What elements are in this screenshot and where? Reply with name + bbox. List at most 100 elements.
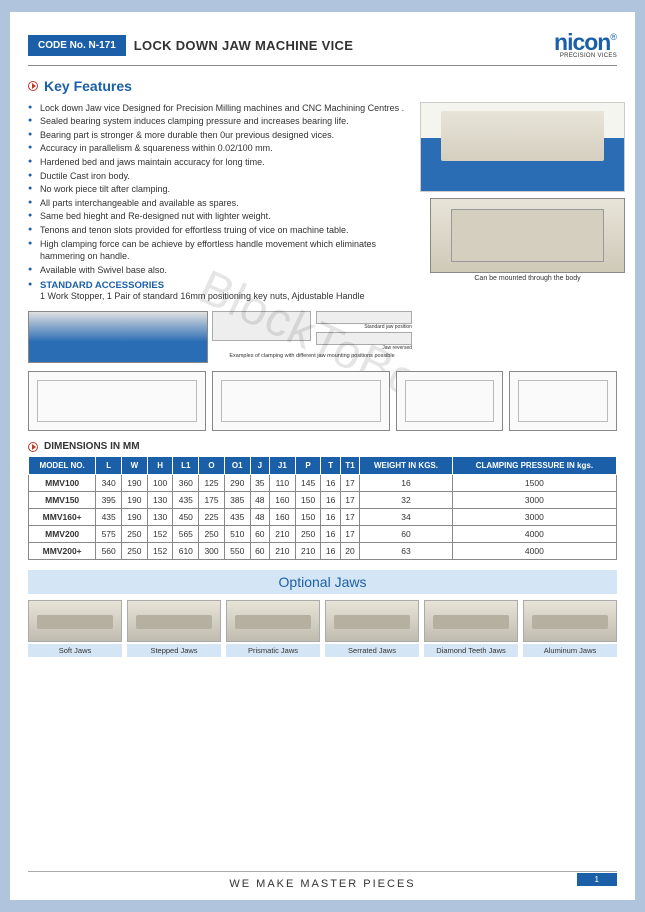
- feature-item: All parts interchangeable and available …: [28, 197, 412, 210]
- table-cell: 250: [295, 526, 321, 543]
- table-cell: 125: [199, 475, 225, 492]
- table-cell: 4000: [452, 526, 616, 543]
- table-cell: 190: [122, 509, 148, 526]
- table-cell: 175: [199, 492, 225, 509]
- table-cell: 145: [295, 475, 321, 492]
- table-cell: 48: [250, 492, 269, 509]
- feature-item: No work piece tilt after clamping.: [28, 183, 412, 196]
- table-cell: 20: [340, 543, 359, 560]
- arrow-bullet-icon: [28, 81, 38, 91]
- mini-diagram: [316, 311, 413, 324]
- footer-divider: [28, 871, 617, 872]
- jaw-position-examples: Standard jaw position Jaw reversed Examp…: [212, 307, 412, 363]
- jaw-label: Aluminum Jaws: [523, 644, 617, 657]
- table-cell: 290: [224, 475, 250, 492]
- table-cell: 152: [147, 543, 173, 560]
- footer-tagline: WE MAKE MASTER PIECES: [10, 878, 635, 890]
- table-body: MMV1003401901003601252903511014516171615…: [29, 475, 617, 560]
- feature-item: Hardened bed and jaws maintain accuracy …: [28, 156, 412, 169]
- jaw-item: Serrated Jaws: [325, 600, 419, 657]
- divider: [28, 65, 617, 66]
- technical-drawings-row: [28, 371, 617, 431]
- brand-subtitle: PRECISION VICES: [554, 53, 617, 59]
- mini-diagram: [212, 311, 311, 341]
- table-cell: 110: [270, 475, 296, 492]
- content-row: Lock down Jaw vice Designed for Precisio…: [28, 102, 617, 364]
- table-cell: 3000: [452, 492, 616, 509]
- table-cell: 34: [360, 509, 453, 526]
- col-header: WEIGHT IN KGS.: [360, 457, 453, 475]
- table-cell: 210: [295, 543, 321, 560]
- table-row: MMV200+560250152610300550602102101620634…: [29, 543, 617, 560]
- table-cell: 160: [270, 492, 296, 509]
- label: Jaw reversed: [316, 345, 413, 351]
- table-cell: 385: [224, 492, 250, 509]
- table-cell: 130: [147, 492, 173, 509]
- col-header: W: [122, 457, 148, 475]
- table-cell: 48: [250, 509, 269, 526]
- table-cell: 435: [173, 492, 199, 509]
- table-cell: 190: [122, 492, 148, 509]
- col-header: J1: [270, 457, 296, 475]
- table-cell: 250: [122, 543, 148, 560]
- table-cell: 17: [340, 475, 359, 492]
- jaw-item: Stepped Jaws: [127, 600, 221, 657]
- feature-item: Same bed hieght and Re-designed nut with…: [28, 210, 412, 223]
- table-row: MMV1003401901003601252903511014516171615…: [29, 475, 617, 492]
- table-cell: 210: [270, 543, 296, 560]
- arrow-bullet-icon: [28, 442, 38, 452]
- jaws-row: Soft Jaws Stepped Jaws Prismatic Jaws Se…: [28, 600, 617, 657]
- table-cell: MMV150: [29, 492, 96, 509]
- table-cell: 1500: [452, 475, 616, 492]
- secondary-photo: [430, 198, 625, 273]
- table-cell: 395: [96, 492, 122, 509]
- table-cell: 450: [173, 509, 199, 526]
- secondary-caption: Can be mounted through the body: [430, 275, 625, 282]
- mini-diagram: [316, 332, 413, 345]
- col-header: L1: [173, 457, 199, 475]
- tech-drawing: [509, 371, 617, 431]
- table-cell: 17: [340, 492, 359, 509]
- table-cell: 152: [147, 526, 173, 543]
- accessories-text: 1 Work Stopper, 1 Pair of standard 16mm …: [28, 291, 412, 301]
- jaw-item: Prismatic Jaws: [226, 600, 320, 657]
- jaw-image: [424, 600, 518, 642]
- dimensions-table: MODEL NO. L W H L1 O O1 J J1 P T T1 WEIG…: [28, 456, 617, 560]
- table-cell: 16: [321, 475, 340, 492]
- col-header: P: [295, 457, 321, 475]
- jaw-label: Soft Jaws: [28, 644, 122, 657]
- table-cell: 17: [340, 509, 359, 526]
- col-header: O: [199, 457, 225, 475]
- dimensions-heading: DIMENSIONS IN MM: [28, 441, 617, 452]
- product-photo: [420, 102, 625, 192]
- table-cell: 3000: [452, 509, 616, 526]
- col-header: CLAMPING PRESSURE IN kgs.: [452, 457, 616, 475]
- brand-block: nicon ® PRECISION VICES: [554, 32, 617, 59]
- header: CODE No. N-171 LOCK DOWN JAW MACHINE VIC…: [28, 32, 617, 59]
- code-badge: CODE No. N-171: [28, 35, 126, 56]
- features-list: Lock down Jaw vice Designed for Precisio…: [28, 102, 412, 277]
- table-cell: 16: [321, 492, 340, 509]
- table-cell: 60: [250, 526, 269, 543]
- table-cell: 435: [224, 509, 250, 526]
- table-cell: MMV160+: [29, 509, 96, 526]
- tech-drawing: [212, 371, 390, 431]
- lower-diagram-row: Standard jaw position Jaw reversed Examp…: [28, 307, 412, 363]
- table-cell: 16: [360, 475, 453, 492]
- tech-drawing: [28, 371, 206, 431]
- table-cell: 4000: [452, 543, 616, 560]
- table-cell: 60: [250, 543, 269, 560]
- table-cell: 32: [360, 492, 453, 509]
- product-title: LOCK DOWN JAW MACHINE VICE: [134, 38, 353, 53]
- col-header: MODEL NO.: [29, 457, 96, 475]
- jaw-item: Soft Jaws: [28, 600, 122, 657]
- brand-logo: nicon: [554, 32, 610, 53]
- table-cell: MMV200+: [29, 543, 96, 560]
- table-cell: 360: [173, 475, 199, 492]
- table-cell: 560: [96, 543, 122, 560]
- table-cell: 190: [122, 475, 148, 492]
- col-header: H: [147, 457, 173, 475]
- table-cell: 575: [96, 526, 122, 543]
- table-cell: 63: [360, 543, 453, 560]
- jaw-label: Diamond Teeth Jaws: [424, 644, 518, 657]
